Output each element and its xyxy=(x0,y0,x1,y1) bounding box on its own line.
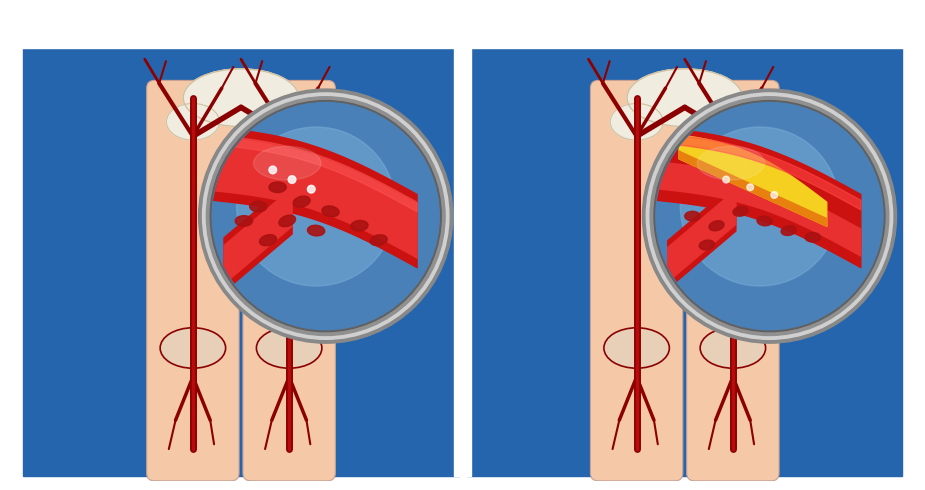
Circle shape xyxy=(199,89,452,343)
FancyBboxPatch shape xyxy=(243,80,336,481)
Ellipse shape xyxy=(250,201,267,212)
Circle shape xyxy=(722,176,730,183)
Ellipse shape xyxy=(707,103,759,140)
Bar xyxy=(454,45,471,476)
Ellipse shape xyxy=(699,240,714,250)
Circle shape xyxy=(212,102,439,330)
Circle shape xyxy=(203,93,449,340)
FancyBboxPatch shape xyxy=(686,80,779,481)
Bar xyxy=(23,45,459,476)
Ellipse shape xyxy=(307,225,325,236)
Circle shape xyxy=(746,184,754,191)
Ellipse shape xyxy=(757,216,772,226)
Circle shape xyxy=(654,100,885,332)
Ellipse shape xyxy=(684,211,700,221)
Ellipse shape xyxy=(781,225,796,236)
Ellipse shape xyxy=(160,328,226,368)
Ellipse shape xyxy=(805,232,820,242)
Ellipse shape xyxy=(322,206,339,217)
Ellipse shape xyxy=(293,196,310,207)
Bar xyxy=(18,9,908,48)
Ellipse shape xyxy=(610,103,663,140)
Ellipse shape xyxy=(256,328,322,368)
Ellipse shape xyxy=(235,216,253,226)
Circle shape xyxy=(650,97,889,336)
Ellipse shape xyxy=(733,206,748,216)
Ellipse shape xyxy=(183,69,299,126)
Ellipse shape xyxy=(351,220,368,231)
Bar xyxy=(467,45,902,476)
Ellipse shape xyxy=(263,103,315,140)
Ellipse shape xyxy=(269,182,286,193)
Text: Peripheral Artery Disease (Arteriosclerosis): Peripheral Artery Disease (Arteriosclero… xyxy=(87,12,838,41)
Circle shape xyxy=(647,93,893,340)
Ellipse shape xyxy=(709,220,724,231)
Circle shape xyxy=(680,127,839,286)
Circle shape xyxy=(210,100,441,332)
Ellipse shape xyxy=(370,235,388,245)
Circle shape xyxy=(656,102,883,330)
Circle shape xyxy=(237,127,396,286)
FancyBboxPatch shape xyxy=(590,80,683,481)
Ellipse shape xyxy=(278,215,296,227)
Ellipse shape xyxy=(604,328,670,368)
Circle shape xyxy=(206,97,445,336)
Ellipse shape xyxy=(627,69,743,126)
Ellipse shape xyxy=(700,328,766,368)
Circle shape xyxy=(289,176,296,183)
Circle shape xyxy=(307,185,315,193)
Circle shape xyxy=(642,89,896,343)
Circle shape xyxy=(212,102,439,330)
FancyBboxPatch shape xyxy=(147,80,239,481)
Ellipse shape xyxy=(260,235,277,246)
Ellipse shape xyxy=(253,147,321,180)
Circle shape xyxy=(771,192,778,198)
Circle shape xyxy=(269,166,277,174)
Circle shape xyxy=(656,102,883,330)
Ellipse shape xyxy=(697,147,765,180)
Ellipse shape xyxy=(166,103,219,140)
